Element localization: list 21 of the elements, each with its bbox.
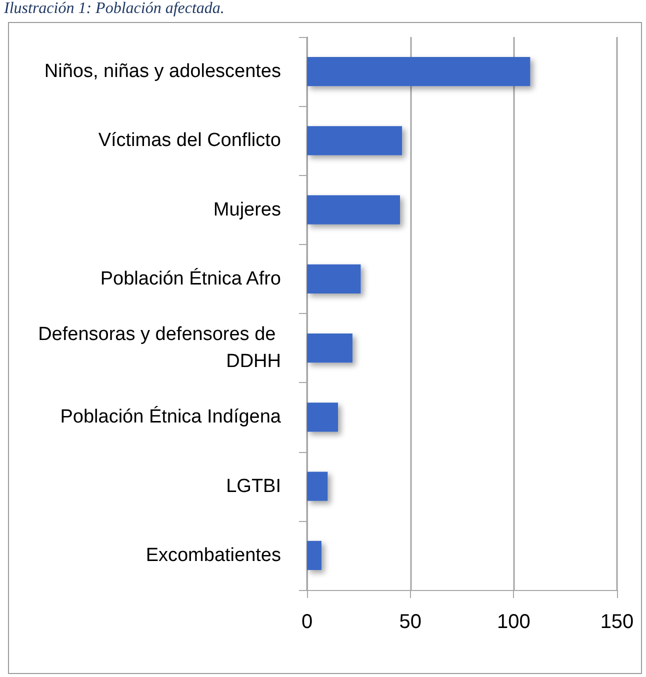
bar xyxy=(307,402,338,432)
bar xyxy=(307,195,400,224)
y-tick-label: Mujeres xyxy=(213,199,281,220)
x-tick-label: 50 xyxy=(399,611,422,633)
text: Ilustración 1: Población afectada. xyxy=(4,0,224,18)
bar xyxy=(307,334,352,363)
x-tick-label: 150 xyxy=(600,611,634,633)
bar xyxy=(307,264,361,294)
y-tick-label: Víctimas del Conflicto xyxy=(98,130,281,152)
y-tick-label: Población Étnica Afro xyxy=(100,267,281,290)
bar xyxy=(307,57,530,86)
y-tick-label: Excombatientes xyxy=(146,544,281,566)
y-tick-label: LGTBI xyxy=(226,476,281,497)
y-tick-label: Defensoras y defensores de DDHH xyxy=(38,324,281,372)
x-tick-label: 100 xyxy=(496,611,530,633)
bar xyxy=(307,540,322,570)
y-tick-label: Población Étnica Indígena xyxy=(60,406,282,428)
bar xyxy=(307,126,402,156)
x-tick-label: 0 xyxy=(301,611,313,633)
y-tick-label: Niños, niñas y adolescentes xyxy=(44,61,281,82)
bar xyxy=(307,472,328,501)
